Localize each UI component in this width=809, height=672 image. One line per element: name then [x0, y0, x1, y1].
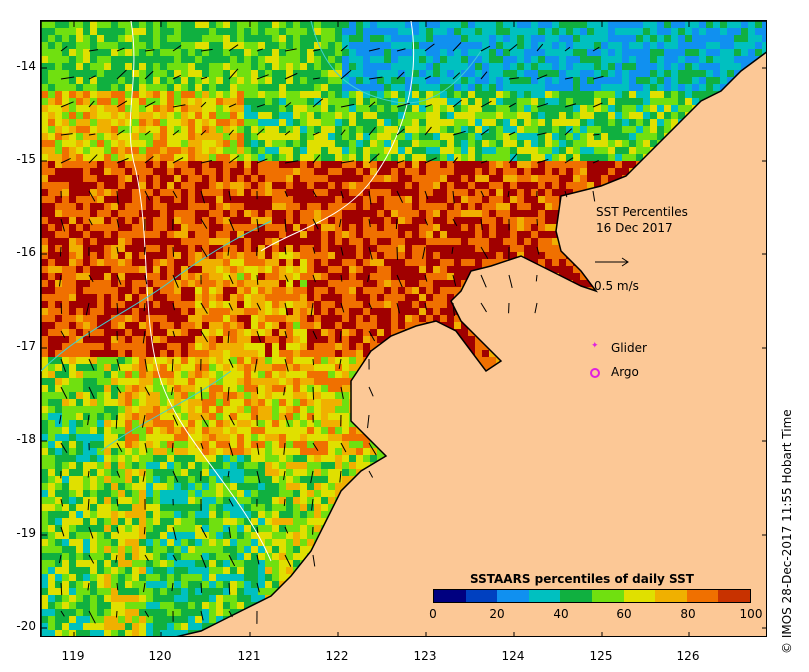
colorbar-segment	[686, 590, 719, 602]
colorbar-segment	[560, 590, 592, 602]
map-date: 16 Dec 2017	[596, 221, 673, 235]
vector-scale-label: 0.5 m/s	[594, 279, 639, 293]
lon-label: 121	[237, 649, 261, 663]
lon-label: 120	[148, 649, 172, 663]
colorbar-tick: 100	[739, 607, 763, 621]
colorbar-title: SSTAARS percentiles of daily SST	[470, 572, 694, 586]
colorbar-segment	[718, 590, 750, 602]
lon-label: 125	[589, 649, 613, 663]
colorbar-tick: 20	[489, 607, 505, 621]
lat-label: -19	[16, 526, 36, 540]
lon-label: 123	[413, 649, 437, 663]
credit-text: © IMOS 28-Dec-2017 11:55 Hobart Time	[780, 409, 794, 654]
colorbar-tick: 40	[553, 607, 569, 621]
lat-label: -16	[16, 245, 36, 259]
colorbar-segment	[528, 590, 561, 602]
argo-legend-label: Argo	[611, 365, 639, 379]
colorbar	[433, 589, 751, 603]
map-title: SST Percentiles	[596, 205, 688, 219]
lon-label: 122	[325, 649, 349, 663]
lat-label: -14	[16, 59, 36, 73]
sst-map	[41, 21, 766, 636]
colorbar-tick: 0	[429, 607, 437, 621]
colorbar-segment	[465, 590, 498, 602]
lat-label: -18	[16, 432, 36, 446]
lat-label: -17	[16, 339, 36, 353]
glider-marker-icon: ✦	[591, 341, 599, 351]
colorbar-segment	[497, 590, 529, 602]
map-area	[40, 20, 767, 637]
colorbar-segment	[655, 590, 687, 602]
colorbar-tick: 60	[616, 607, 632, 621]
lon-label: 119	[61, 649, 85, 663]
vector-scale-arrow	[595, 257, 629, 267]
lat-label: -15	[16, 152, 36, 166]
colorbar-segment	[434, 590, 466, 602]
argo-marker-icon	[590, 368, 600, 378]
lon-label: 126	[676, 649, 700, 663]
colorbar-tick: 80	[680, 607, 696, 621]
lon-label: 124	[501, 649, 525, 663]
colorbar-segment	[591, 590, 624, 602]
colorbar-segment	[623, 590, 656, 602]
lat-label: -20	[16, 619, 36, 633]
glider-legend-label: Glider	[611, 341, 647, 355]
